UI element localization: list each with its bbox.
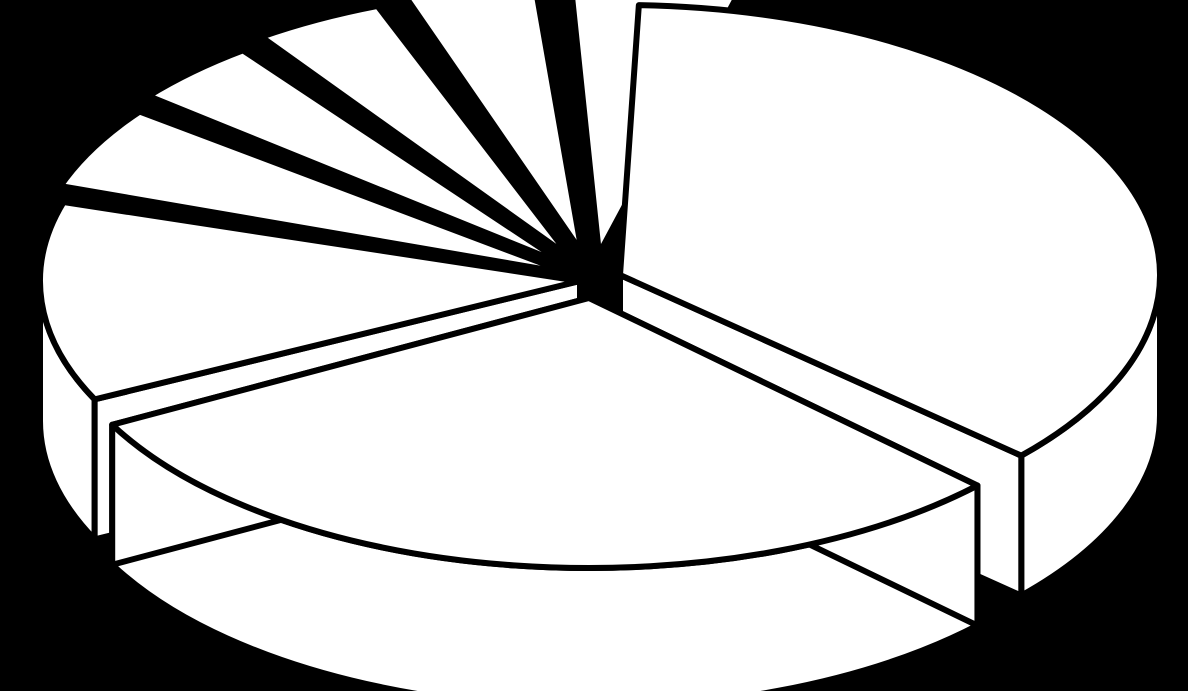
- pie-chart-3d: [0, 0, 1188, 691]
- pie-svg: [0, 0, 1188, 691]
